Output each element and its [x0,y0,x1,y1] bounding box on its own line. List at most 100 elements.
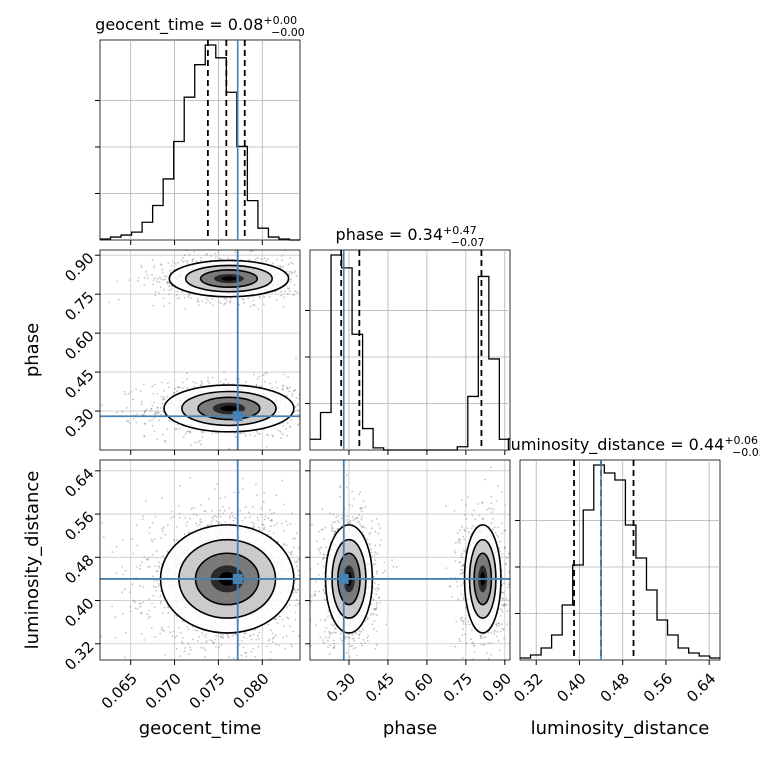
sample-point [158,567,161,569]
sample-point [241,520,244,522]
sample-point [286,394,288,397]
sample-point [187,628,190,631]
sample-point [145,270,147,273]
sample-point [283,625,285,628]
sample-point [251,521,253,524]
sample-point [201,435,204,438]
sample-point [116,280,119,283]
sample-point [290,419,293,421]
sample-point [286,616,288,619]
sample-point [177,626,180,629]
sample-point [270,629,272,632]
sample-point [213,641,215,644]
sample-point [229,301,232,304]
sample-point [281,479,284,482]
sample-point [332,647,335,650]
sample-point [179,631,182,634]
sample-point [313,592,316,595]
sample-point [370,527,373,530]
sample-point [254,258,257,261]
sample-point [373,613,375,616]
sample-point [181,291,184,293]
sample-point [167,261,170,264]
sample-point [445,567,448,570]
sample-point [288,287,291,290]
sample-point [198,635,200,638]
sample-point [169,631,172,634]
sample-point [375,518,378,520]
sample-point [269,509,271,511]
sample-point [271,632,274,635]
sample-point [179,485,181,487]
sample-point [176,526,178,528]
sample-point [324,618,327,620]
sample-point [358,634,360,637]
sample-point [333,642,335,645]
sample-point [155,580,158,582]
sample-point [351,516,354,518]
hist-panel-phase: phase = 0.34+0.47 −0.07 [305,224,511,451]
sample-point [287,617,290,620]
sample-point [191,259,194,262]
sample-point [319,636,322,639]
sample-point [328,644,331,646]
sample-point [205,636,207,639]
sample-point [492,528,494,531]
sample-point [497,484,499,487]
sample-point [281,387,284,390]
sample-point [321,528,324,531]
sample-point [142,601,145,604]
sample-point [146,274,149,276]
sample-point [146,613,149,616]
sample-point [157,585,160,587]
sample-point [196,629,199,632]
sample-point [258,295,261,298]
sample-point [375,593,378,596]
sample-point [150,408,153,410]
sample-point [288,604,291,606]
sample-point [149,410,152,412]
sample-point [148,526,151,529]
sample-point [162,398,165,401]
panel-frame [99,459,301,661]
sample-point [201,642,204,644]
sample-point [121,565,123,568]
sample-point [376,587,379,590]
sample-point [282,543,285,545]
sample-point [143,435,146,438]
sample-point [289,625,291,628]
sample-point [282,266,284,269]
sample-point [153,538,156,540]
sample-point [161,629,164,632]
sample-point [333,533,335,536]
sample-point [195,382,197,385]
sample-point [212,641,215,644]
sample-point [288,551,291,554]
sample-point [151,575,154,578]
sample-point [188,653,190,655]
sample-point [248,258,251,261]
sample-point [360,525,363,528]
sample-point [353,637,356,640]
sample-point [256,516,259,519]
sample-point [207,497,210,500]
sample-point [370,551,373,554]
sample-point [290,261,292,264]
sample-point [265,260,267,262]
sample-point [333,624,336,626]
sample-point [324,526,327,529]
sample-point [134,601,136,604]
sample-point [136,544,139,547]
sample-point [318,574,320,576]
sample-point [218,257,221,260]
sample-point [374,551,377,554]
sample-point [238,491,241,494]
sample-point [252,295,255,298]
sample-point [503,603,506,605]
sample-point [157,411,160,414]
sample-point [219,257,222,260]
sample-point [156,406,159,409]
sample-point [162,390,165,392]
sample-point [131,398,134,401]
sample-point [380,539,382,542]
